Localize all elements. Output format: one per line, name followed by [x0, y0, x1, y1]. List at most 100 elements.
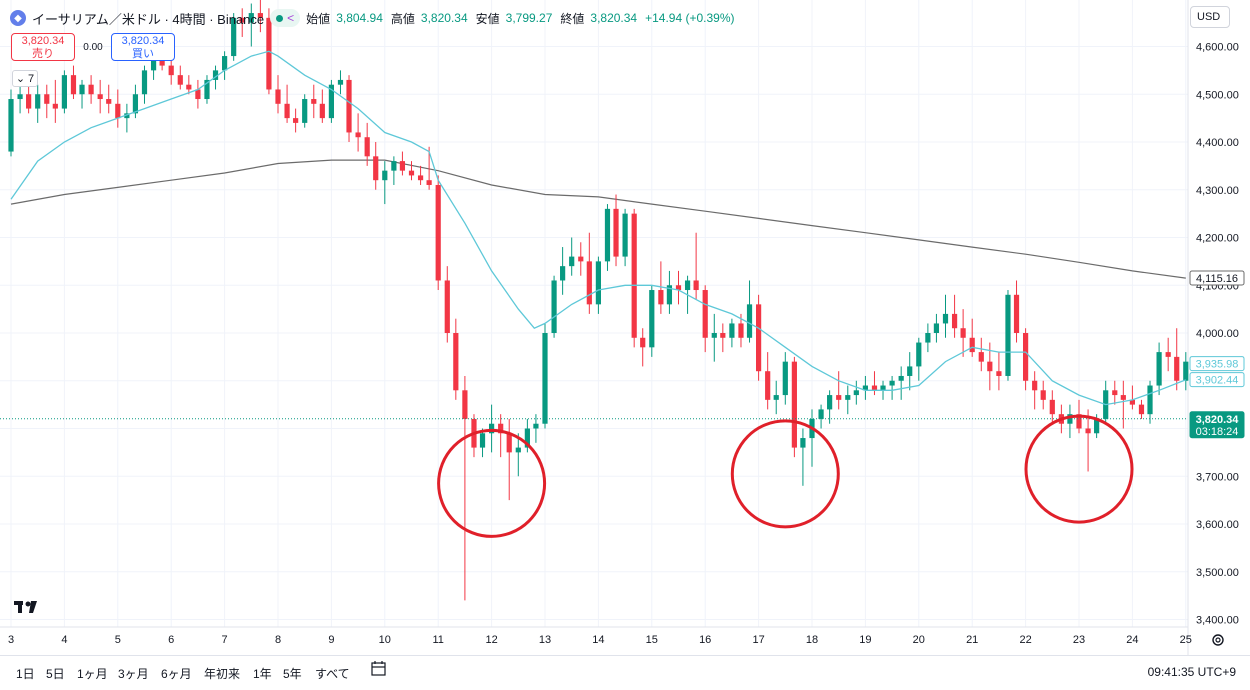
candle — [186, 75, 192, 95]
candle — [346, 75, 352, 142]
gear-icon[interactable] — [1211, 633, 1225, 647]
candle — [942, 294, 949, 338]
candlestick-chart[interactable]: 3,400.003,500.003,600.003,700.003,800.00… — [0, 0, 1250, 655]
candle-body — [1112, 390, 1118, 396]
candle — [435, 175, 441, 291]
candle-body — [8, 99, 14, 152]
ma-slow-badge-bg — [1189, 270, 1245, 286]
candle-body — [969, 337, 975, 353]
range-1m-button[interactable]: 1ヶ月 — [77, 667, 108, 681]
market-status-pill[interactable]: < — [270, 9, 301, 27]
currency-selector[interactable]: USD — [1190, 6, 1230, 28]
candle — [1165, 337, 1171, 372]
close-label: 終値 — [560, 11, 585, 26]
candle-body — [951, 313, 958, 329]
market-open-dot-icon — [276, 14, 284, 22]
candle-body — [489, 423, 495, 434]
x-tick-label: 25 — [1180, 634, 1192, 646]
ma-fast-badge-1: 3,935.98 — [1196, 359, 1239, 371]
candle-body — [506, 433, 512, 453]
x-tick-label: 13 — [539, 634, 551, 646]
candle — [836, 371, 842, 410]
candle — [284, 84, 290, 123]
candle — [1040, 380, 1046, 410]
candle-body — [222, 56, 228, 71]
range-3m-button[interactable]: 3ヶ月 — [118, 667, 149, 681]
x-tick-label: 24 — [1126, 634, 1138, 646]
range-ytd-button[interactable]: 年初来 — [204, 667, 241, 681]
range-1y-button[interactable]: 1年 — [253, 667, 272, 681]
candle-body — [177, 75, 183, 85]
candle — [61, 70, 67, 114]
candle — [1005, 290, 1011, 381]
bottom-toolbar: 1日 5日 1ヶ月 3ヶ月 6ヶ月 年初来 1年 5年 すべて 09:41:35… — [0, 655, 1250, 690]
candle-body — [302, 99, 308, 123]
candle — [853, 380, 859, 405]
candle — [319, 89, 325, 123]
x-tick-label: 11 — [432, 634, 443, 646]
candle-body — [765, 371, 771, 400]
candle-body — [1120, 395, 1126, 400]
calendar-icon[interactable] — [370, 660, 388, 678]
candle — [88, 75, 94, 104]
x-tick-label: 6 — [168, 634, 174, 646]
candle-body — [675, 285, 682, 291]
candle — [560, 247, 566, 295]
candle — [586, 232, 592, 314]
candle — [1120, 380, 1126, 429]
candle — [604, 204, 611, 271]
candle — [702, 285, 708, 353]
candle-body — [604, 208, 611, 262]
candle — [1103, 380, 1109, 424]
buy-label: 買い — [132, 48, 154, 60]
candle — [79, 79, 85, 109]
range-5d-button[interactable]: 5日 — [46, 667, 65, 681]
candle — [773, 380, 779, 415]
range-6m-button[interactable]: 6ヶ月 — [161, 667, 192, 681]
candle-body — [551, 280, 557, 333]
candle-body — [818, 409, 824, 419]
candle-body — [44, 94, 50, 104]
sell-price: 3,820.34 — [21, 35, 65, 47]
indicators-toggle-button[interactable]: ⌄ 7 — [12, 70, 38, 87]
sell-button[interactable]: 3,820.34 売り — [11, 33, 75, 61]
candle-body — [1013, 294, 1020, 333]
candle-body — [141, 70, 148, 95]
candle — [631, 208, 637, 348]
candle-body — [106, 99, 112, 104]
clock[interactable]: 09:41:35 UTC+9 — [1147, 665, 1236, 679]
candle — [399, 151, 406, 176]
tradingview-logo-icon[interactable] — [14, 599, 44, 615]
candle-body — [1076, 414, 1082, 429]
candle-body — [889, 380, 895, 386]
symbol-title[interactable]: イーサリアム／米ドル · 4時間 · Binance — [32, 11, 265, 27]
candle-body — [756, 304, 762, 372]
ma-fast-badge-2: 3,902.44 — [1196, 375, 1239, 387]
candle-body — [640, 337, 646, 348]
candle-body — [693, 280, 699, 291]
candle-body — [346, 79, 352, 133]
candle — [222, 51, 228, 80]
range-all-button[interactable]: すべて — [315, 667, 350, 681]
range-1d-button[interactable]: 1日 — [16, 667, 35, 681]
candle — [248, 3, 254, 47]
y-tick-label: 3,500.00 — [1196, 567, 1239, 579]
candle-body — [1049, 399, 1055, 415]
candle-body — [35, 94, 41, 109]
candle-body — [933, 323, 940, 333]
candle-body — [1165, 352, 1171, 357]
low-label: 安値 — [475, 11, 500, 26]
y-tick-label: 4,400.00 — [1196, 137, 1239, 149]
buy-button[interactable]: 3,820.34 買い — [111, 33, 175, 61]
candle — [479, 428, 486, 458]
last-price-badge: 3,820.34 — [1196, 414, 1240, 426]
range-5y-button[interactable]: 5年 — [283, 667, 302, 681]
candle-body — [907, 366, 913, 376]
candle — [756, 294, 762, 381]
candle-body — [595, 261, 601, 305]
candle — [978, 337, 984, 372]
candle — [257, 0, 263, 33]
y-tick-label: 4,300.00 — [1196, 185, 1239, 197]
open-value: 3,804.94 — [336, 11, 383, 25]
candle — [693, 232, 699, 300]
